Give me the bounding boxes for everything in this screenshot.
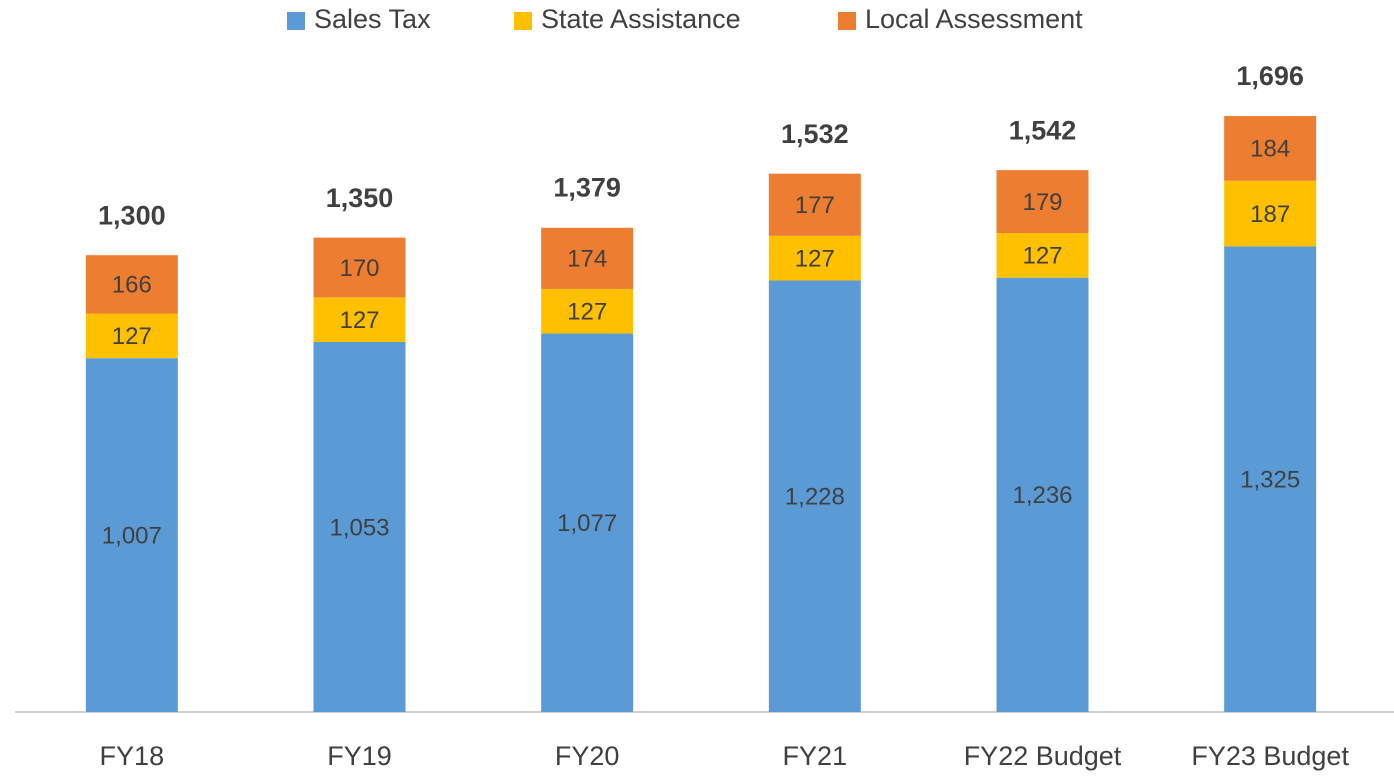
data-label: 166 (112, 272, 152, 299)
bar-segment (768, 280, 861, 712)
bar-segment (1224, 246, 1317, 712)
bar-segment (313, 297, 406, 342)
legend-swatch (838, 12, 856, 30)
legend-label: State Assistance (541, 4, 741, 34)
total-label: 1,532 (781, 119, 849, 149)
legend-swatch (287, 12, 305, 30)
data-label: 127 (339, 307, 379, 334)
data-label: 1,007 (102, 522, 162, 549)
bar-segment (541, 288, 634, 334)
data-label: 170 (339, 255, 379, 282)
data-label: 127 (795, 246, 835, 273)
bar-segment (541, 227, 634, 289)
legend-label: Sales Tax (314, 4, 431, 34)
data-label: 187 (1250, 201, 1290, 228)
bar-segment (85, 358, 178, 712)
data-label: 1,077 (557, 510, 617, 537)
bar-segment (541, 333, 634, 712)
data-label: 1,236 (1012, 482, 1072, 509)
bar-segment (85, 255, 178, 314)
bar-segment (1224, 116, 1317, 181)
x-tick-label: FY22 Budget (964, 741, 1122, 771)
data-label: 184 (1250, 136, 1290, 163)
total-label: 1,542 (1009, 115, 1077, 145)
data-label: 1,053 (329, 514, 389, 541)
x-tick-label: FY19 (327, 741, 392, 771)
x-tick-label: FY21 (783, 741, 848, 771)
total-label: 1,696 (1236, 61, 1304, 91)
data-label: 1,325 (1240, 467, 1300, 494)
x-tick-label: FY18 (100, 741, 165, 771)
bar-segment (996, 170, 1089, 234)
data-label: 1,228 (785, 484, 845, 511)
bar-segment (313, 341, 406, 712)
bar-segment (768, 235, 861, 281)
data-label: 179 (1022, 189, 1062, 216)
bar-segment (996, 233, 1089, 278)
bar-segment (313, 237, 406, 298)
data-label: 127 (112, 323, 152, 350)
bar-segment (85, 313, 178, 359)
x-tick-label: FY20 (555, 741, 620, 771)
total-label: 1,300 (98, 200, 166, 230)
bar-segment (996, 277, 1089, 712)
x-tick-label: FY23 Budget (1191, 741, 1349, 771)
data-label: 127 (1022, 243, 1062, 270)
bar-segment (768, 173, 861, 236)
data-label: 127 (567, 299, 607, 326)
total-label: 1,350 (326, 183, 394, 213)
legend-swatch (514, 12, 532, 30)
bar-segment (1224, 180, 1317, 247)
total-label: 1,379 (553, 173, 621, 203)
legend-label: Local Assessment (865, 4, 1083, 34)
data-label: 174 (567, 246, 607, 273)
data-label: 177 (795, 192, 835, 219)
